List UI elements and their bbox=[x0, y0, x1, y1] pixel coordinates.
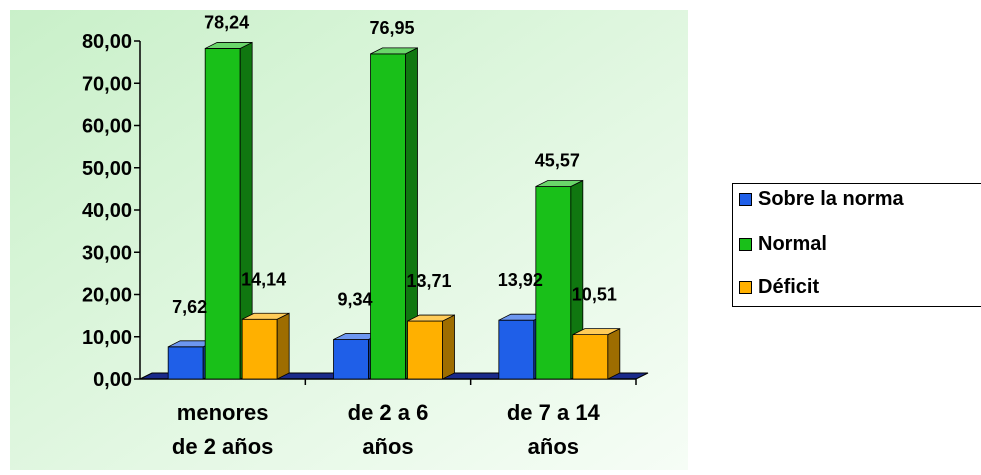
bar-top bbox=[204, 42, 253, 49]
data-label: 9,34 bbox=[337, 290, 372, 310]
data-label: 13,71 bbox=[406, 271, 451, 291]
bar-side bbox=[442, 314, 455, 380]
bar bbox=[370, 53, 406, 380]
bar bbox=[498, 319, 535, 380]
data-label: 10,51 bbox=[572, 285, 617, 305]
y-tick-label: 70,00 bbox=[82, 73, 132, 95]
data-label: 14,14 bbox=[241, 269, 286, 289]
legend-item-sobre-la-norma: Sobre la norma bbox=[739, 188, 904, 211]
legend-swatch-orange bbox=[739, 281, 752, 294]
bar-top bbox=[535, 180, 584, 187]
data-label: 45,57 bbox=[535, 150, 580, 170]
y-tick-label: 60,00 bbox=[82, 116, 132, 138]
y-tick-label: 40,00 bbox=[82, 200, 132, 222]
legend: Sobre la norma Normal Déficit bbox=[732, 183, 981, 307]
legend-item-deficit: Déficit bbox=[739, 276, 819, 299]
data-label: 78,24 bbox=[204, 12, 249, 32]
bar bbox=[407, 320, 443, 380]
x-tick-label: de 2 a 6 bbox=[348, 400, 429, 425]
legend-label: Sobre la norma bbox=[758, 188, 904, 210]
bar bbox=[167, 346, 204, 380]
legend-label: Normal bbox=[758, 233, 827, 255]
y-tick-label: 0,00 bbox=[93, 369, 132, 391]
bar bbox=[241, 318, 278, 380]
bar bbox=[572, 334, 609, 380]
legend-swatch-blue bbox=[739, 193, 752, 206]
data-label: 76,95 bbox=[369, 18, 414, 38]
y-tick-label: 50,00 bbox=[82, 158, 132, 180]
y-tick-label: 80,00 bbox=[82, 31, 132, 53]
bar-side bbox=[276, 312, 290, 380]
data-label: 7,62 bbox=[172, 297, 207, 317]
data-label: 13,92 bbox=[498, 270, 543, 290]
x-tick-label: de 2 años bbox=[172, 434, 273, 459]
x-tick-label: años bbox=[528, 434, 579, 459]
bar bbox=[535, 186, 572, 380]
legend-swatch-green bbox=[739, 238, 752, 251]
y-tick-label: 30,00 bbox=[82, 242, 132, 264]
bar-top bbox=[241, 312, 290, 320]
bar-side bbox=[607, 327, 621, 380]
bar-top bbox=[370, 47, 418, 55]
bar-top bbox=[407, 314, 455, 322]
x-tick-label: años bbox=[362, 434, 413, 459]
legend-label: Déficit bbox=[758, 276, 820, 298]
y-tick-label: 10,00 bbox=[82, 327, 132, 349]
y-tick-label: 20,00 bbox=[82, 285, 132, 307]
legend-item-normal: Normal bbox=[739, 233, 827, 256]
bar bbox=[333, 339, 369, 380]
x-tick-label: de 7 a 14 bbox=[507, 400, 601, 425]
bar-top bbox=[572, 328, 621, 335]
bar bbox=[204, 48, 241, 380]
x-tick-label: menores bbox=[177, 400, 269, 425]
